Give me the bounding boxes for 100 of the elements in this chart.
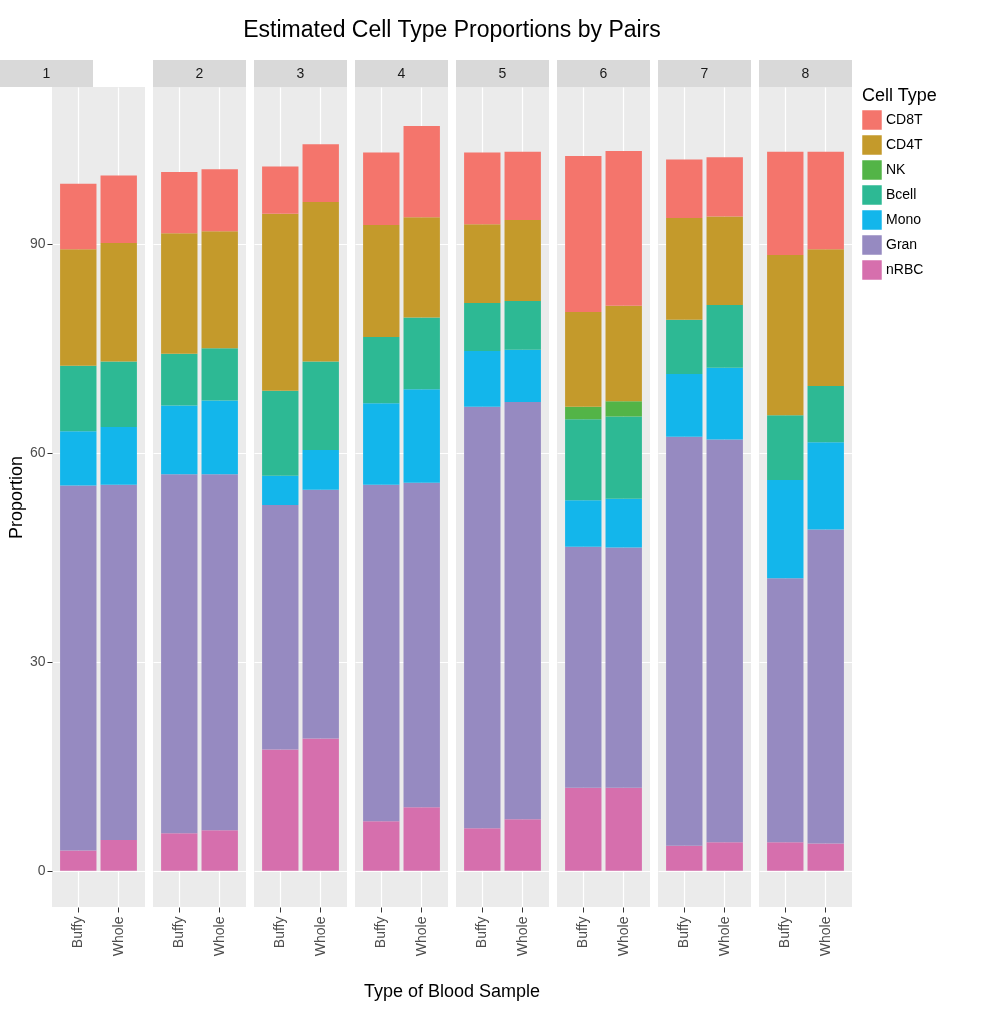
bar: [201, 830, 238, 871]
bar: [767, 254, 804, 416]
bar: [666, 374, 703, 437]
legend-label: nRBC: [886, 261, 924, 277]
bar: [666, 159, 703, 218]
bar: [464, 224, 501, 303]
bar: [363, 484, 400, 822]
bar: [302, 449, 339, 490]
bar: [302, 144, 339, 202]
bar: [60, 249, 97, 366]
bar: [60, 431, 97, 486]
bar: [201, 348, 238, 401]
bar: [100, 426, 137, 485]
bar: [161, 405, 198, 475]
chart-title: 7: [658, 60, 751, 87]
text: Estimated Cell Type Proportions by Pairs: [243, 16, 661, 43]
bar: [302, 201, 339, 362]
bar: [161, 833, 198, 871]
y-tick-label: 60: [29, 444, 46, 461]
x-tick-label: Whole: [311, 916, 328, 957]
x-tick-label: Whole: [109, 916, 126, 957]
bar: [605, 498, 642, 548]
bar: [767, 578, 804, 843]
bar: [504, 151, 541, 221]
bar: [504, 401, 541, 820]
bar: [302, 738, 339, 871]
bar: [363, 152, 400, 225]
bar: [605, 547, 642, 788]
bar: [767, 479, 804, 579]
chart-title: 6: [557, 60, 650, 87]
chart-title: 3: [254, 60, 347, 87]
chart-title: 2: [153, 60, 246, 87]
bar: [605, 151, 642, 306]
x-tick-label: Buffy: [372, 916, 389, 949]
bar: [262, 213, 299, 391]
bar: [666, 319, 703, 375]
bar: [565, 546, 602, 788]
bar: [605, 416, 642, 499]
chart-title: 8: [759, 60, 852, 87]
bar: [302, 361, 339, 450]
bar: [60, 485, 97, 851]
x-tick-label: Whole: [816, 916, 833, 957]
bar: [666, 436, 703, 846]
x-tick-label: Buffy: [675, 916, 692, 949]
x-tick-label: Whole: [513, 916, 530, 957]
bar: [666, 217, 703, 320]
bar: [60, 850, 97, 871]
legend-label: Mono: [886, 211, 922, 227]
bar: [706, 842, 743, 871]
x-tick-label: Buffy: [69, 916, 86, 949]
bar: [403, 389, 440, 483]
bar: [666, 845, 703, 871]
bar: [504, 349, 541, 402]
bar: [403, 217, 440, 318]
bar: [161, 474, 198, 834]
bar: [302, 489, 339, 739]
bar: [262, 505, 299, 750]
bar: [767, 151, 804, 255]
bar: [807, 151, 844, 250]
bar: [60, 183, 97, 250]
x-tick-label: Whole: [715, 916, 732, 957]
x-tick-label: Whole: [614, 916, 631, 957]
bar: [161, 172, 198, 234]
x-tick-label: Whole: [210, 916, 227, 957]
bar: [565, 312, 602, 407]
bar: [262, 166, 299, 214]
x-tick-label: Buffy: [473, 916, 490, 949]
bar: [565, 500, 602, 547]
bar: [262, 749, 299, 871]
bar: [201, 400, 238, 475]
chart-title: 4: [355, 60, 448, 87]
bar: [262, 475, 299, 506]
bar: [504, 300, 541, 350]
bar: [403, 126, 440, 218]
bar: [100, 243, 137, 362]
y-tick-label: 30: [29, 653, 46, 670]
bar: [161, 353, 198, 406]
bar: [403, 317, 440, 390]
chart-title: 1: [0, 60, 93, 87]
bar: [363, 821, 400, 871]
bar: [605, 401, 642, 417]
y-tick-label: 90: [29, 235, 46, 252]
legend-title: Cell Type: [862, 85, 937, 105]
bar: [201, 474, 238, 831]
bar: [262, 390, 299, 476]
bar: [605, 787, 642, 871]
x-tick-label: Buffy: [776, 916, 793, 949]
bar: [706, 367, 743, 440]
bar: [100, 361, 137, 427]
bar: [807, 442, 844, 530]
bar: [605, 305, 642, 402]
legend-label: Gran: [886, 236, 918, 252]
bar: [807, 843, 844, 871]
bar: [706, 439, 743, 843]
x-tick-label: Buffy: [574, 916, 591, 949]
bar: [464, 828, 501, 871]
bar: [100, 175, 137, 244]
chart-title: 5: [456, 60, 549, 87]
x-tick-label: Buffy: [170, 916, 187, 949]
bar: [464, 302, 501, 352]
